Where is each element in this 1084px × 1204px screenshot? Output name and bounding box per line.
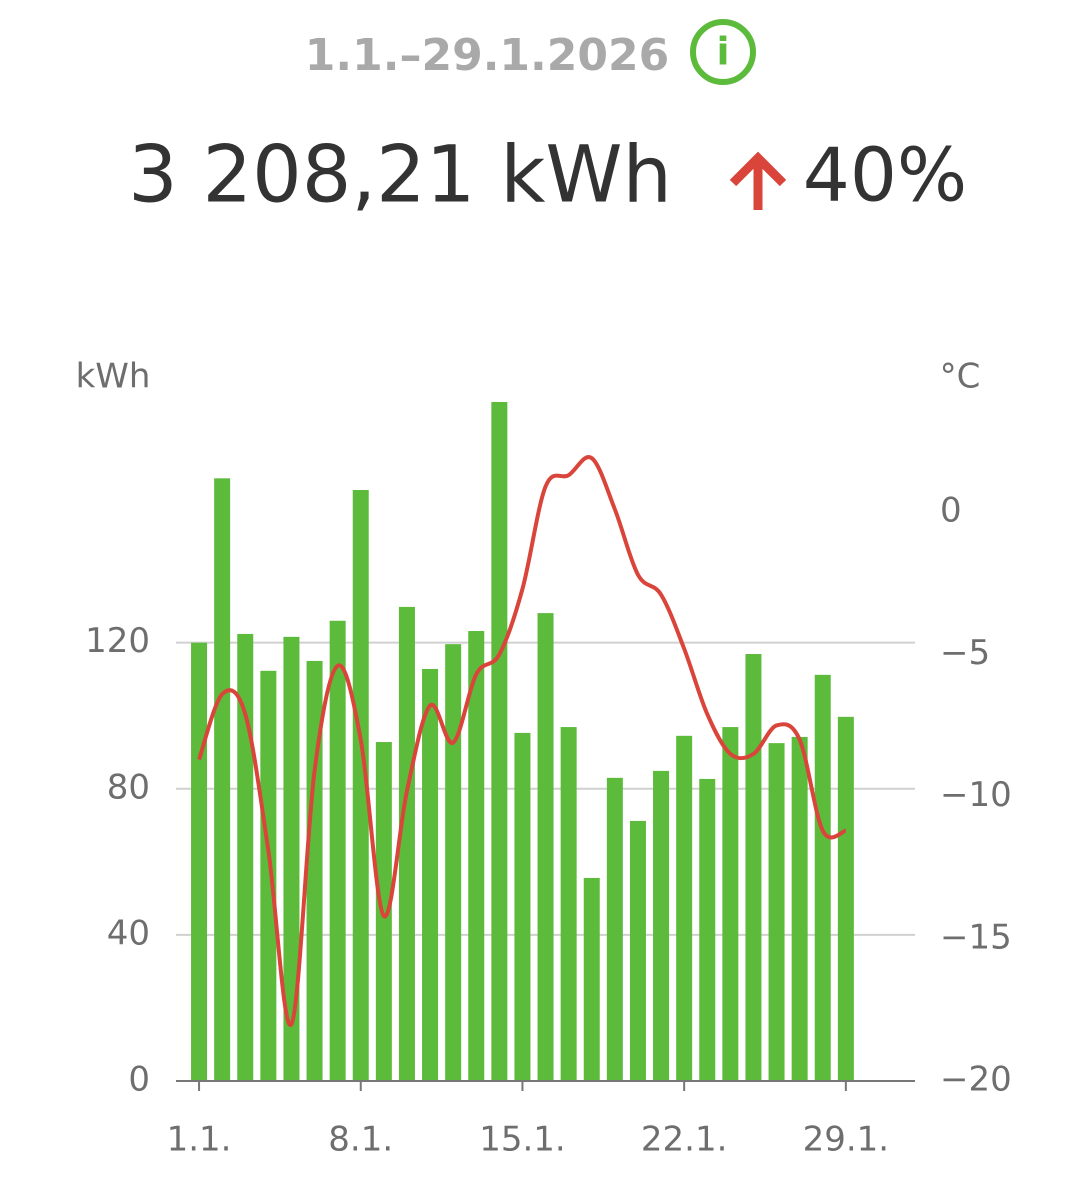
bar (722, 727, 739, 1081)
y-tick-label: 120 (85, 621, 150, 661)
bar (653, 770, 670, 1081)
y2-tick-label: −10 (940, 775, 1012, 815)
bar (191, 642, 208, 1081)
bar (537, 613, 554, 1081)
y-tick-label: 0 (128, 1060, 150, 1100)
x-tick-label: 29.1. (803, 1120, 890, 1160)
x-tick-label: 1.1. (167, 1120, 232, 1160)
bar (629, 820, 646, 1081)
y2-tick-label: −5 (940, 633, 990, 673)
bar (745, 654, 762, 1081)
bar (583, 877, 600, 1081)
y-axis-label: kWh (76, 357, 151, 397)
temperature-line (197, 455, 847, 1027)
period: 1.1.–29.1.2026 (305, 30, 669, 81)
bar (283, 636, 300, 1081)
bar (491, 401, 508, 1081)
bar (676, 735, 693, 1081)
bar (214, 478, 231, 1081)
y-tick-label: 40 (107, 913, 150, 953)
bar (791, 736, 808, 1081)
change: 40% (803, 133, 967, 219)
y2-axis-label: °C (940, 357, 981, 397)
bar (237, 633, 254, 1081)
bar (699, 778, 716, 1081)
x-tick-label: 22.1. (641, 1120, 728, 1160)
bar (352, 490, 369, 1081)
total: 3 208,21 kWh (128, 130, 672, 220)
bar (445, 644, 462, 1081)
bar (837, 716, 854, 1081)
bar (560, 727, 577, 1081)
bar (398, 606, 415, 1081)
y2-tick-label: −20 (940, 1060, 1012, 1100)
y2-tick-label: 0 (940, 491, 962, 531)
bar (468, 630, 485, 1081)
x-tick-label: 15.1. (479, 1120, 566, 1160)
bar (768, 743, 785, 1081)
bar (422, 668, 439, 1081)
bar (260, 670, 277, 1081)
bar (606, 777, 623, 1081)
x-tick-label: 8.1. (328, 1120, 393, 1160)
bar (329, 620, 346, 1081)
bar (814, 674, 831, 1081)
up-arrow (729, 151, 787, 210)
y-tick-label: 80 (107, 767, 150, 807)
info-letter[interactable]: i (716, 30, 729, 74)
bar (306, 660, 323, 1081)
bar (514, 732, 531, 1081)
y2-tick-label: −15 (940, 917, 1012, 957)
info-icon[interactable] (690, 19, 756, 85)
